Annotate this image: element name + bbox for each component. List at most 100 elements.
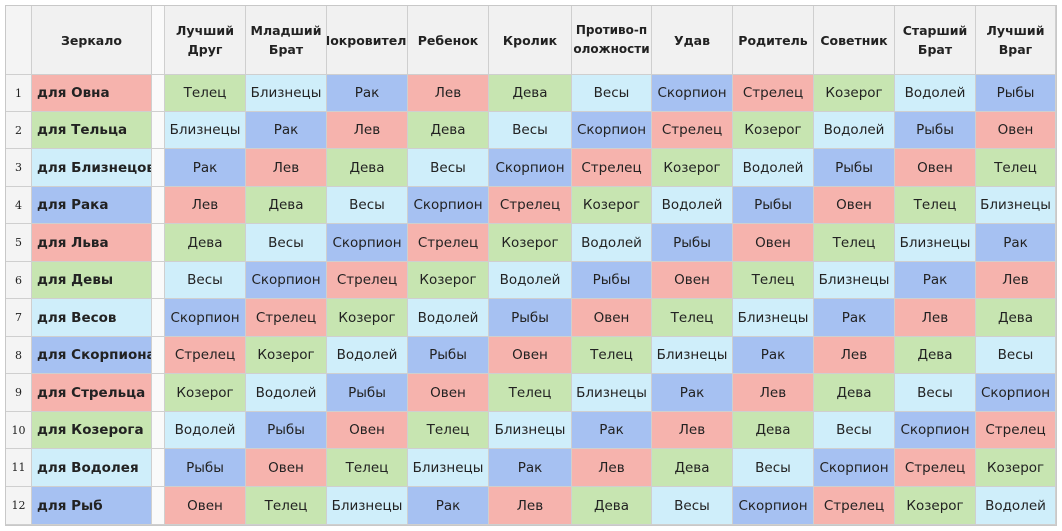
table-cell: Рак — [572, 412, 652, 449]
table-cell: Лев — [327, 112, 408, 149]
table-cell: Скорпион — [489, 149, 572, 187]
table-cell: Весы — [572, 75, 652, 112]
row-gap — [152, 149, 165, 187]
table-cell: Стрелец — [165, 337, 246, 374]
table-cell: Скорпион — [814, 449, 895, 487]
table-cell: Овен — [572, 299, 652, 337]
row-sign-label: для Девы — [32, 262, 152, 299]
table-cell: Близнецы — [733, 299, 814, 337]
table-cell: Стрелец — [408, 224, 489, 262]
table-cell: Лев — [165, 187, 246, 224]
table-cell: Рак — [165, 149, 246, 187]
table-cell: Козерог — [572, 187, 652, 224]
row-sign-label: для Рыб — [32, 487, 152, 525]
table-cell: Близнецы — [246, 75, 327, 112]
table-cell: Стрелец — [572, 149, 652, 187]
row-gap — [152, 187, 165, 224]
table-cell: Близнецы — [165, 112, 246, 149]
table-cell: Близнецы — [976, 187, 1056, 224]
row-sign-label: для Скорпиона — [32, 337, 152, 374]
table-cell: Весы — [814, 412, 895, 449]
table-cell: Стрелец — [976, 412, 1056, 449]
table-cell: Весы — [246, 224, 327, 262]
table-cell: Овен — [408, 374, 489, 412]
table-cell: Водолей — [489, 262, 572, 299]
table-cell: Дева — [895, 337, 976, 374]
table-cell: Весы — [408, 149, 489, 187]
table-cell: Рыбы — [976, 75, 1056, 112]
table-cell: Лев — [572, 449, 652, 487]
table-cell: Рыбы — [572, 262, 652, 299]
header-column-3: Покровитель — [327, 6, 408, 75]
row-sign-label: для Льва — [32, 224, 152, 262]
table-cell: Дева — [489, 75, 572, 112]
table-cell: Овен — [733, 224, 814, 262]
table-cell: Водолей — [246, 374, 327, 412]
row-gap — [152, 224, 165, 262]
table-cell: Козерог — [489, 224, 572, 262]
table-cell: Водолей — [976, 487, 1056, 525]
row-sign-label: для Весов — [32, 299, 152, 337]
table-cell: Лев — [976, 262, 1056, 299]
header-column-10: Старший Брат — [895, 6, 976, 75]
row-sign-label: для Овна — [32, 75, 152, 112]
table-cell: Близнецы — [327, 487, 408, 525]
row-number: 3 — [6, 149, 32, 187]
table-cell: Овен — [652, 262, 733, 299]
row-sign-label: для Козерога — [32, 412, 152, 449]
table-cell: Телец — [408, 412, 489, 449]
row-gap — [152, 112, 165, 149]
header-column-9: Советник — [814, 6, 895, 75]
row-sign-label: для Рака — [32, 187, 152, 224]
table-cell: Лев — [246, 149, 327, 187]
table-cell: Дева — [327, 149, 408, 187]
table-cell: Скорпион — [408, 187, 489, 224]
table-cell: Стрелец — [489, 187, 572, 224]
table-cell: Рыбы — [489, 299, 572, 337]
row-number: 12 — [6, 487, 32, 525]
table-cell: Лев — [489, 487, 572, 525]
table-cell: Скорпион — [327, 224, 408, 262]
header-gap — [152, 6, 165, 75]
table-cell: Телец — [246, 487, 327, 525]
table-cell: Стрелец — [814, 487, 895, 525]
row-number: 8 — [6, 337, 32, 374]
table-cell: Близнецы — [489, 412, 572, 449]
row-gap — [152, 487, 165, 525]
table-cell: Водолей — [572, 224, 652, 262]
table-cell: Рыбы — [327, 374, 408, 412]
header-mirror: Зеркало — [32, 6, 152, 75]
row-number: 9 — [6, 374, 32, 412]
table-cell: Рыбы — [652, 224, 733, 262]
table-cell: Рак — [246, 112, 327, 149]
table-cell: Козерог — [733, 112, 814, 149]
table-cell: Рыбы — [895, 112, 976, 149]
table-cell: Весы — [976, 337, 1056, 374]
table-cell: Близнецы — [408, 449, 489, 487]
table-cell: Телец — [489, 374, 572, 412]
table-cell: Близнецы — [652, 337, 733, 374]
table-cell: Весы — [489, 112, 572, 149]
header-column-7: Удав — [652, 6, 733, 75]
header-column-11: Лучший Враг — [976, 6, 1056, 75]
table-cell: Рак — [733, 337, 814, 374]
table-cell: Водолей — [814, 112, 895, 149]
row-number: 11 — [6, 449, 32, 487]
table-cell: Водолей — [327, 337, 408, 374]
row-sign-label: для Близнецов — [32, 149, 152, 187]
table-cell: Скорпион — [976, 374, 1056, 412]
table-cell: Телец — [652, 299, 733, 337]
table-cell: Весы — [733, 449, 814, 487]
table-cell: Лев — [408, 75, 489, 112]
table-cell: Козерог — [652, 149, 733, 187]
row-sign-label: для Тельца — [32, 112, 152, 149]
table-cell: Дева — [165, 224, 246, 262]
row-gap — [152, 449, 165, 487]
table-cell: Рак — [652, 374, 733, 412]
table-cell: Овен — [165, 487, 246, 525]
row-gap — [152, 75, 165, 112]
table-cell: Рыбы — [165, 449, 246, 487]
table-cell: Скорпион — [733, 487, 814, 525]
table-cell: Лев — [652, 412, 733, 449]
row-number: 2 — [6, 112, 32, 149]
